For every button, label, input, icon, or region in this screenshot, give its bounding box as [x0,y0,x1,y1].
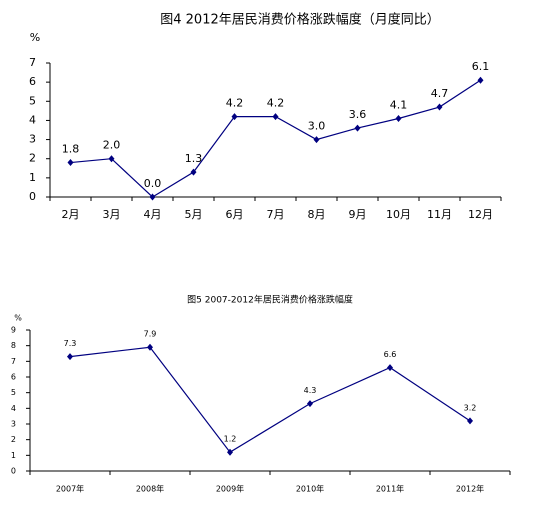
x-tick-label: 10月 [386,208,411,221]
x-tick-label: 2012年 [456,484,484,494]
y-tick-label: 6 [29,75,36,88]
data-label: 7.9 [144,330,157,339]
y-tick-label: 1 [29,171,36,184]
x-tick-label: 2011年 [376,484,404,494]
x-tick-label: 5月 [185,208,203,221]
data-point [231,113,238,121]
data-point [477,76,484,84]
x-tick-label: 2010年 [296,484,324,494]
data-label: 1.3 [185,152,203,165]
y-tick-label: 7 [29,56,36,69]
data-label: 7.3 [64,339,77,348]
y-tick-label: 0 [29,190,36,203]
y-tick-label: 8 [11,341,16,350]
y-tick-label: 2 [29,152,36,165]
y-tick-label: 5 [11,388,16,397]
data-point [307,400,313,408]
x-tick-label: 4月 [144,208,162,221]
data-label: 4.2 [226,97,244,110]
data-label: 1.2 [224,435,237,444]
y-tick-label: 9 [11,326,16,335]
y-tick-label: 3 [29,133,36,146]
data-point [108,155,115,163]
x-tick-label: 11月 [427,208,452,221]
y-tick-label: 5 [29,94,36,107]
data-label: 3.6 [349,108,367,121]
data-point [436,103,443,111]
x-tick-label: 2月 [62,208,80,221]
x-tick-label: 2007年 [56,484,84,494]
chart-title: 图5 2007-2012年居民消费价格涨跌幅度 [187,294,353,306]
data-label: 4.1 [390,99,408,112]
x-tick-label: 6月 [226,208,244,221]
data-label: 2.0 [103,139,121,152]
y-unit: % [14,314,22,323]
data-label: 4.3 [304,386,317,395]
data-label: 4.2 [267,97,285,110]
data-label: 3.2 [464,403,477,412]
y-tick-label: 3 [11,420,16,429]
data-point [149,193,156,201]
x-tick-label: 8月 [308,208,326,221]
data-point [190,168,197,176]
x-tick-label: 2009年 [216,484,244,494]
y-tick-label: 1 [11,451,16,460]
y-tick-label: 4 [29,113,36,126]
y-unit: % [30,31,40,44]
data-label: 0.0 [144,177,162,190]
data-label: 1.8 [62,143,80,156]
y-tick-label: 0 [11,467,16,476]
y-tick-label: 6 [11,373,16,382]
data-point [467,417,473,425]
chart-title: 图4 2012年居民消费价格涨跌幅度（月度同比） [160,12,440,28]
series-line [69,346,471,453]
data-point [354,124,361,132]
data-label: 3.0 [308,120,326,133]
data-point [67,353,73,361]
data-point [387,364,393,372]
data-point [227,448,233,456]
y-tick-label: 2 [11,435,16,444]
y-tick-label: 7 [11,357,16,366]
x-tick-label: 12月 [468,208,493,221]
data-point [272,113,279,121]
data-label: 4.7 [431,87,449,100]
x-tick-label: 9月 [349,208,367,221]
x-tick-label: 3月 [103,208,121,221]
data-point [147,343,153,351]
data-label: 6.6 [384,350,397,359]
data-point [313,136,320,144]
x-tick-label: 7月 [267,208,285,221]
data-point [395,115,402,123]
x-tick-label: 2008年 [136,484,164,494]
data-label: 6.1 [472,60,490,73]
y-tick-label: 4 [11,404,16,413]
data-point [67,159,74,167]
